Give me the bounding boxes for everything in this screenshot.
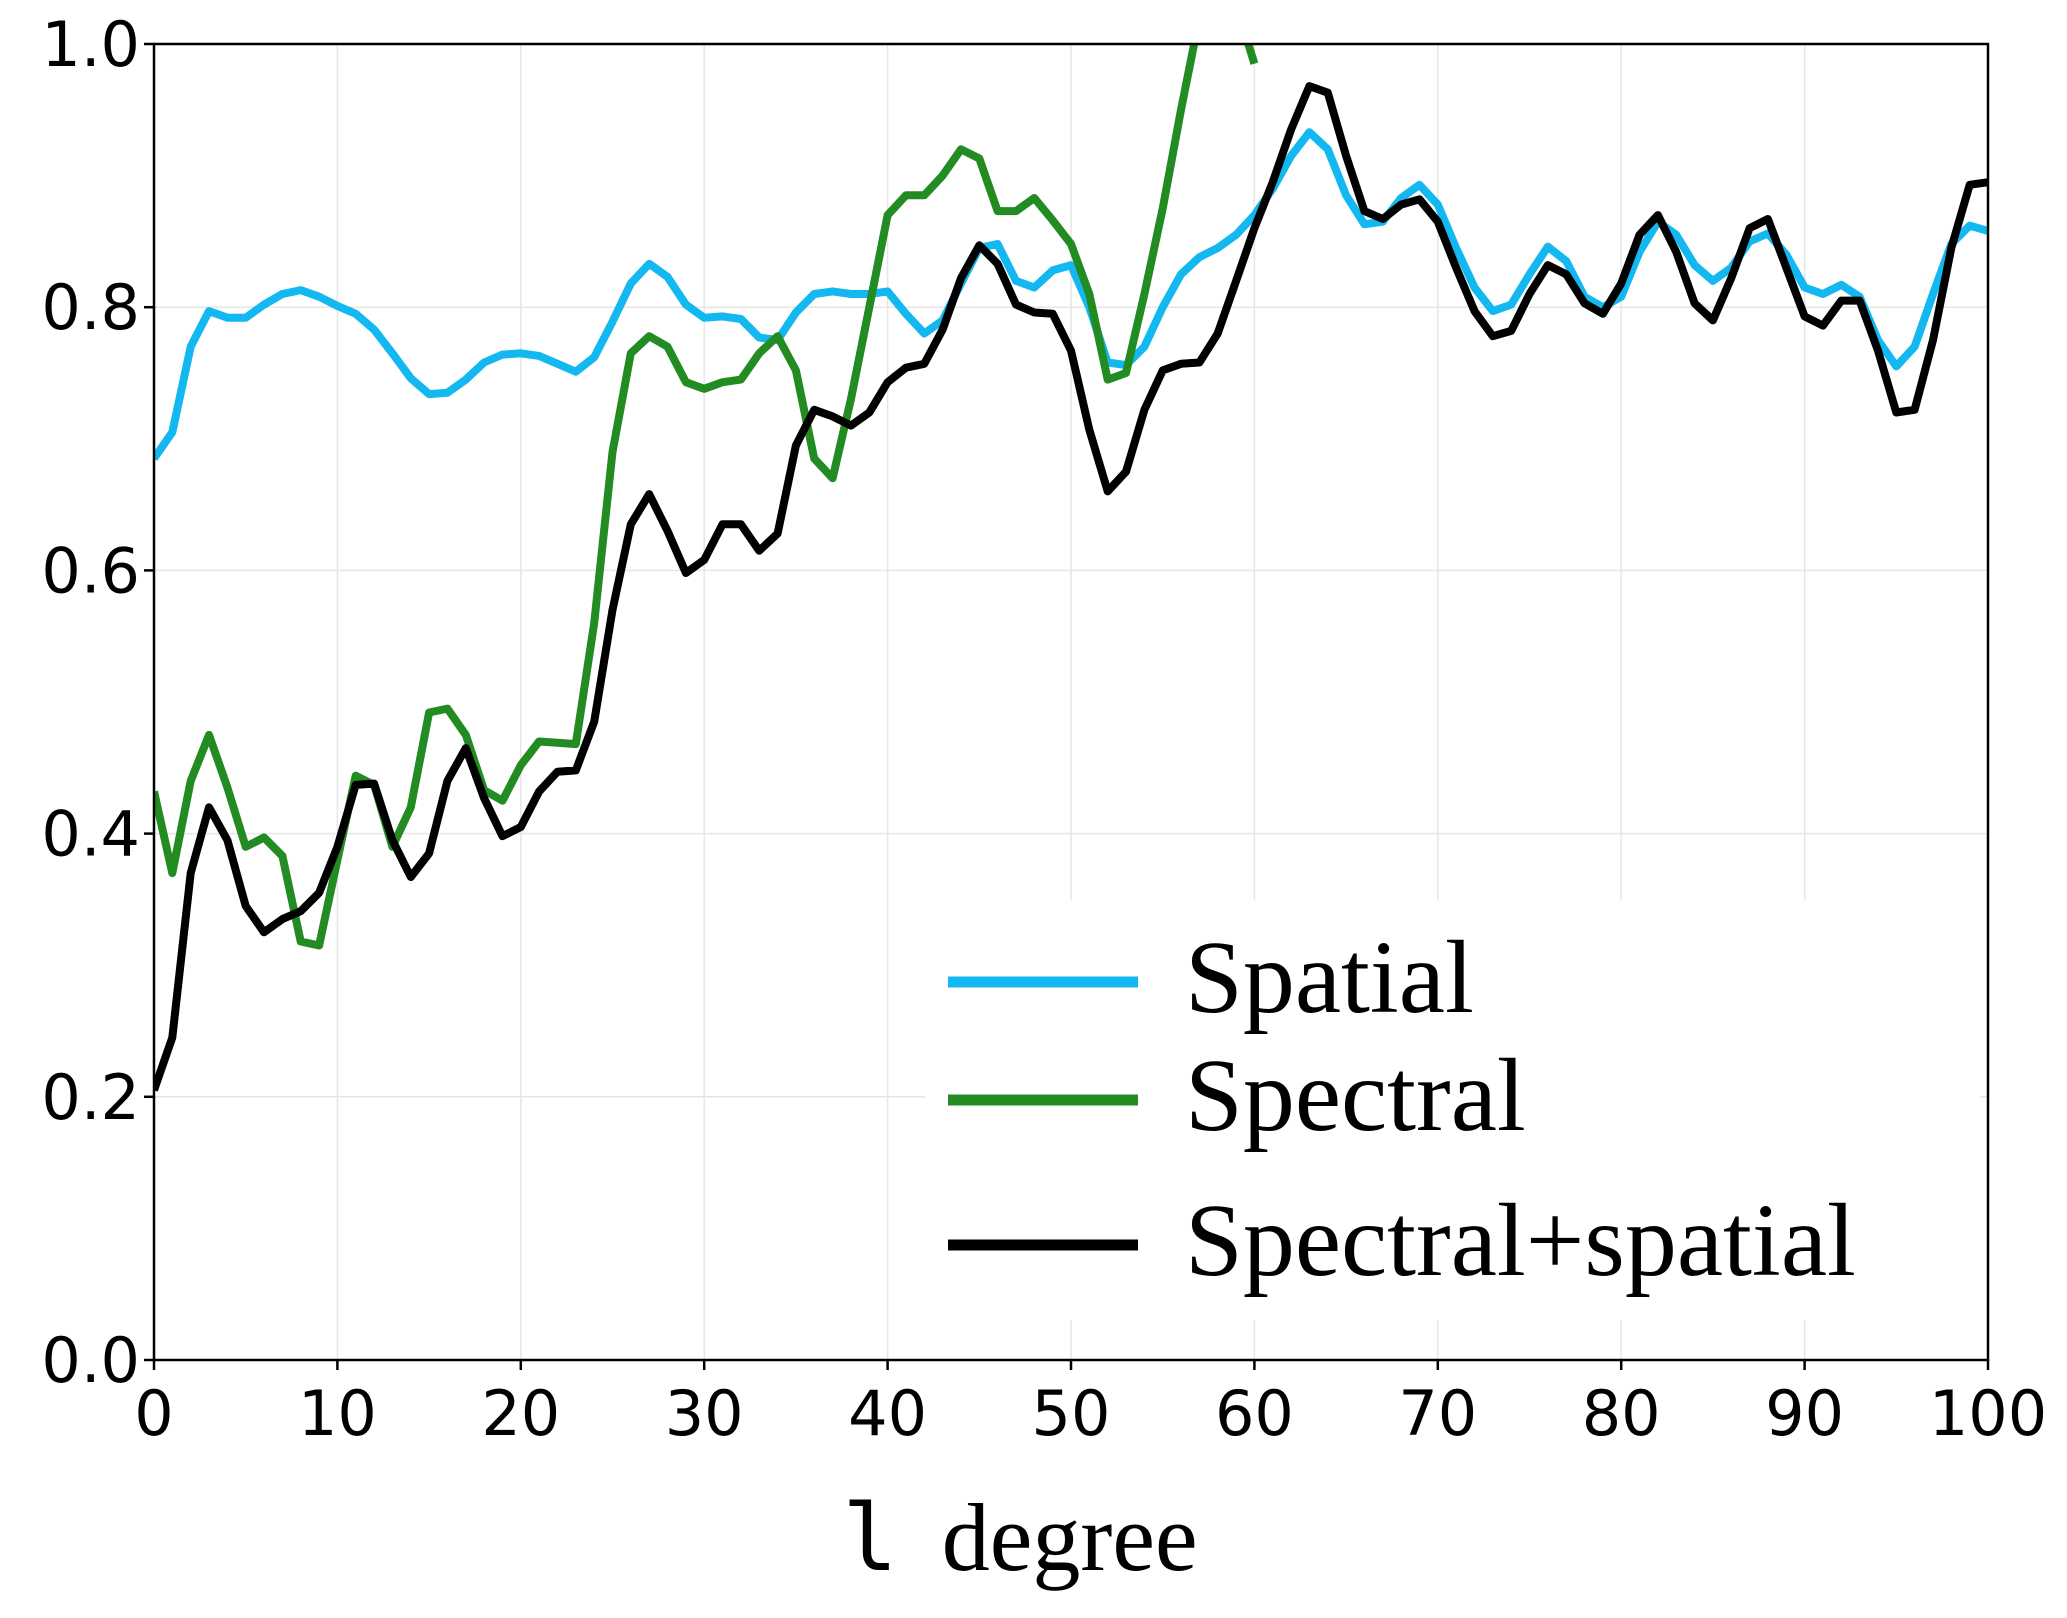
series-lines xyxy=(154,44,1988,1092)
y-tick-label-3: 0.6 xyxy=(41,534,140,607)
x-tick-label-1: 10 xyxy=(298,1377,377,1450)
x-tick-label-4: 40 xyxy=(848,1377,927,1450)
y-axis-ticks: 0.0 0.2 0.4 0.6 0.8 1.0 xyxy=(41,8,154,1397)
x-tick-label-9: 90 xyxy=(1765,1377,1844,1450)
series-line-1 xyxy=(154,44,1259,950)
y-tick-label-4: 0.8 xyxy=(41,271,140,344)
x-tick-label-2: 20 xyxy=(481,1377,560,1450)
y-tick-label-5: 1.0 xyxy=(41,8,140,81)
x-axis-label-word: degree xyxy=(942,1484,1198,1591)
x-axis-label-symbol: l xyxy=(842,1485,897,1592)
x-tick-label-6: 60 xyxy=(1215,1377,1294,1450)
series-line-2 xyxy=(154,82,1988,1092)
x-axis-ticks: 0 10 20 30 40 50 60 70 80 90 100 xyxy=(134,1360,2047,1450)
y-tick-label-1: 0.2 xyxy=(41,1061,140,1134)
legend-label-1: Spectral xyxy=(1185,1038,1526,1153)
legend-label-2: Spectral+spatial xyxy=(1185,1183,1856,1298)
x-axis-label: l degree xyxy=(842,1484,1197,1592)
legend-label-0: Spatial xyxy=(1185,920,1474,1035)
y-tick-label-0: 0.0 xyxy=(41,1324,140,1397)
x-tick-label-0: 0 xyxy=(134,1377,173,1450)
x-tick-label-10: 100 xyxy=(1929,1377,2047,1450)
x-tick-label-8: 80 xyxy=(1582,1377,1661,1450)
x-tick-label-3: 30 xyxy=(665,1377,744,1450)
x-tick-label-7: 70 xyxy=(1398,1377,1477,1450)
y-tick-label-2: 0.4 xyxy=(41,798,140,871)
series-line-0 xyxy=(154,128,1988,461)
x-tick-label-5: 50 xyxy=(1032,1377,1111,1450)
